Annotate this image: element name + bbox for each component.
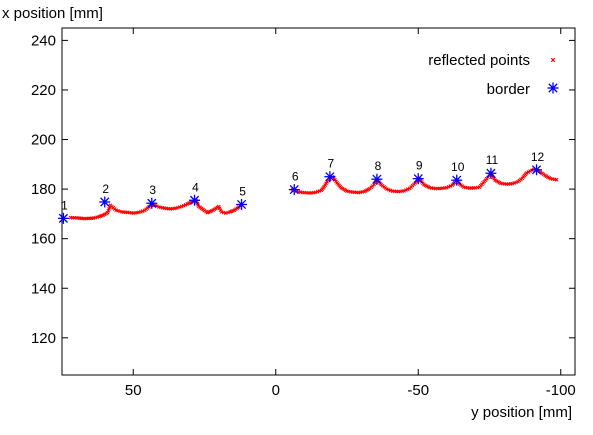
border-point-stroke [189,195,200,205]
reflected-point [554,177,559,182]
border-point-label: 2 [102,182,109,196]
y-tick-label: 240 [31,32,56,49]
border-point [371,173,383,185]
legend-marker-reflected-points-stroke [550,57,556,63]
border-point-stroke [372,174,382,184]
y-tick-label: 200 [31,132,56,149]
border-point-stroke [452,175,462,185]
reflected-point-stroke [217,206,222,211]
border-point-label: 1 [61,198,68,212]
border-point-label: 8 [375,159,382,173]
legend-marker-border [547,82,559,94]
reflected-point-stroke [216,204,221,209]
border-point-stroke [100,197,110,207]
legend-label-reflected-points: reflected points [428,52,530,69]
axis-ticks: 120 140 160 180 200 220 240 50 0 -50 -100 [31,28,576,399]
border-point [288,184,300,196]
border-point-stroke [413,174,423,184]
y-tick-label: 140 [31,280,56,297]
legend: reflected points border [428,52,559,98]
border-point-stroke [236,199,247,210]
y-tick-label: 160 [31,231,56,248]
border-point [189,194,201,206]
y-tick-label: 220 [31,82,56,99]
border-point [146,197,158,209]
border-point-stroke [289,185,299,195]
border-point-label: 3 [149,183,156,197]
legend-marker-reflected-points [550,57,556,63]
border-point-label: 7 [328,157,335,171]
y-tick-label: 120 [31,330,56,347]
y-tick-label: 180 [31,181,56,198]
border-point [99,196,111,208]
plot-frame [61,27,576,376]
border-point [412,173,424,185]
border-point-label: 12 [531,150,545,164]
border-point [236,198,248,210]
border-point [531,164,543,176]
border-point-label: 4 [192,180,199,194]
border-point [451,174,463,186]
border-point-label: 6 [292,170,299,184]
border-point [485,167,497,179]
reflected-point-stroke [218,208,223,212]
x-tick-label: 0 [272,382,280,399]
x-axis-label: y position [mm] [471,404,572,421]
legend-label-border: border [487,81,530,98]
legend-marker-border-stroke [548,83,558,93]
x-tick-label: -100 [546,382,576,399]
border-point-stroke [486,168,496,178]
border-point [324,171,336,183]
border-point-stroke [325,172,335,182]
x-tick-label: 50 [125,382,142,399]
border-point-stroke [58,213,69,223]
x-tick-label: -50 [407,382,429,399]
border-point-label: 5 [239,184,246,198]
border-point [57,212,69,224]
border-point-label: 9 [416,159,423,173]
border-point-label: 11 [486,153,499,167]
border-point-label: 10 [451,160,465,174]
border-point-stroke [531,165,542,175]
reflected-point-stroke [554,177,559,182]
plot-layer: 12 3 4 567 8 9 10 11 12 [57,150,559,224]
border-point-stroke [147,198,157,208]
y-axis-label: x position [mm] [2,5,103,22]
